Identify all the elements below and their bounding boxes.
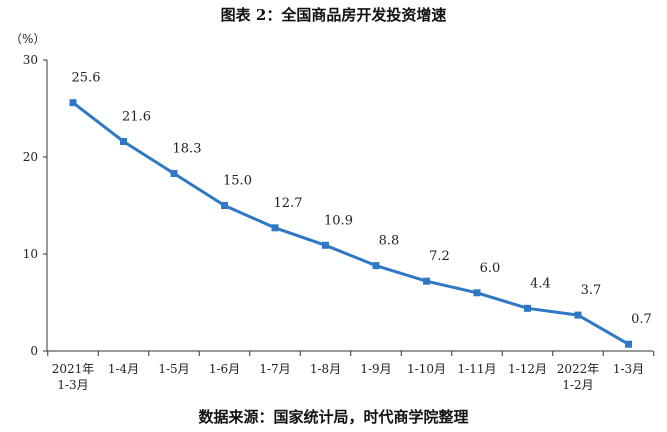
y-tick-label-0: 0: [30, 344, 38, 358]
y-tick-label-2: 20: [23, 150, 38, 164]
x-tick-label-11-0: 1-3月: [613, 362, 644, 376]
data-point-6: [372, 262, 380, 270]
x-tick-labels: 2021年 1-3月 1-4月 1-5月 1-6月 1-7月 1-8月 1-9月 1-10月 1-…: [52, 362, 644, 392]
data-point-3: [221, 202, 228, 209]
x-tick-label-2-0: 1-5月: [158, 362, 189, 376]
series-line: [72, 101, 630, 346]
data-point-11: [625, 340, 632, 348]
data-point-7: [423, 277, 430, 285]
x-tick-label-10-1: 1-2月: [562, 378, 593, 392]
data-label-7: 7.2: [429, 249, 450, 264]
x-tick-label-7-0: 1-10月: [407, 362, 446, 376]
y-unit-label: （%）: [10, 32, 45, 46]
data-point-5: [322, 241, 329, 249]
data-source: 数据来源：国家统计局，时代商学院整理: [198, 408, 469, 426]
x-tick-label-0-0: 2021年: [52, 362, 95, 376]
x-tick-label-8-0: 1-11月: [458, 362, 497, 376]
chart-title: 图表 2：全国商品房开发投资增速: [220, 6, 447, 24]
data-point-8: [473, 289, 481, 297]
x-tick-label-10-0: 2022年: [557, 362, 600, 376]
data-label-8: 6.0: [480, 261, 501, 276]
x-tick-label-3-0: 1-6月: [209, 362, 240, 376]
y-tick-label-1: 10: [23, 247, 38, 261]
data-point-2: [170, 169, 178, 177]
data-label-6: 8.8: [379, 234, 400, 249]
data-label-3: 15.0: [223, 174, 252, 189]
data-point-10: [574, 311, 582, 319]
data-labels: 25.6 21.6 18.3 15.0 12.7 10.9 8.8 7.2 6.0 4.4 3.7 0…: [72, 71, 652, 328]
data-label-11: 0.7: [631, 312, 652, 327]
x-tick-label-1-0: 1-4月: [108, 362, 139, 376]
data-label-5: 10.9: [324, 213, 353, 228]
data-label-1: 21.6: [122, 109, 151, 124]
data-point-4: [271, 224, 279, 232]
y-tick-label-3: 30: [23, 53, 38, 67]
data-label-2: 18.3: [173, 141, 202, 156]
x-tick-label-0-1: 1-3月: [57, 378, 88, 392]
x-tick-label-5-0: 1-8月: [310, 362, 341, 376]
x-tick-label-9-0: 1-12月: [508, 362, 547, 376]
data-label-0: 25.6: [72, 71, 101, 86]
axes: [43, 59, 655, 356]
data-label-9: 4.4: [530, 276, 551, 291]
data-point-1: [120, 137, 127, 145]
data-point-9: [524, 304, 531, 312]
data-label-4: 12.7: [274, 196, 303, 211]
x-tick-label-4-0: 1-7月: [259, 362, 290, 376]
data-point-0: [69, 99, 77, 107]
series-markers: [69, 99, 632, 348]
data-label-10: 3.7: [581, 283, 602, 298]
y-tick-labels: 0 10 20 30: [23, 53, 38, 358]
x-tick-label-6-0: 1-9月: [360, 362, 391, 376]
